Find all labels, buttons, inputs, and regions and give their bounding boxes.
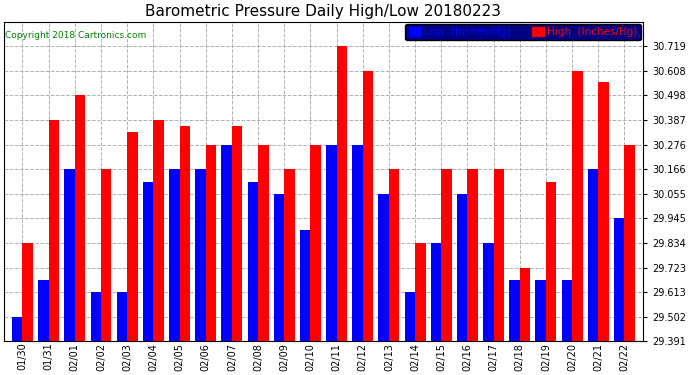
Bar (143, 182, 153, 341)
Bar (572, 71, 582, 341)
Title: Barometric Pressure Daily High/Low 20180223: Barometric Pressure Daily High/Low 20180… (146, 4, 502, 19)
Bar (12, 316, 23, 341)
Bar (206, 145, 216, 341)
Bar (415, 243, 426, 341)
Bar (258, 145, 268, 341)
Legend: Low  (Inches/Hg), High  (Inches/Hg): Low (Inches/Hg), High (Inches/Hg) (406, 24, 641, 40)
Bar (221, 145, 232, 341)
Bar (442, 169, 452, 341)
Bar (49, 120, 59, 341)
Bar (195, 169, 206, 341)
Bar (38, 280, 49, 341)
Bar (117, 292, 127, 341)
Bar (337, 46, 347, 341)
Bar (310, 145, 321, 341)
Text: Copyright 2018 Cartronics.com: Copyright 2018 Cartronics.com (6, 31, 147, 40)
Bar (614, 218, 624, 341)
Bar (64, 169, 75, 341)
Bar (90, 292, 101, 341)
Bar (326, 145, 337, 341)
Bar (169, 169, 179, 341)
Bar (546, 182, 556, 341)
Bar (483, 243, 493, 341)
Bar (363, 71, 373, 341)
Bar (404, 292, 415, 341)
Bar (284, 169, 295, 341)
Bar (562, 280, 572, 341)
Bar (378, 194, 389, 341)
Bar (535, 280, 546, 341)
Bar (598, 82, 609, 341)
Bar (232, 126, 242, 341)
Bar (300, 231, 310, 341)
Bar (493, 169, 504, 341)
Bar (588, 169, 598, 341)
Bar (520, 268, 530, 341)
Bar (467, 169, 478, 341)
Bar (509, 280, 520, 341)
Bar (624, 145, 635, 341)
Bar (248, 182, 258, 341)
Bar (353, 145, 363, 341)
Bar (274, 194, 284, 341)
Bar (431, 243, 442, 341)
Bar (389, 169, 400, 341)
Bar (153, 120, 164, 341)
Bar (101, 169, 112, 341)
Bar (127, 132, 137, 341)
Bar (75, 96, 86, 341)
Bar (179, 126, 190, 341)
Bar (23, 243, 33, 341)
Bar (457, 194, 467, 341)
